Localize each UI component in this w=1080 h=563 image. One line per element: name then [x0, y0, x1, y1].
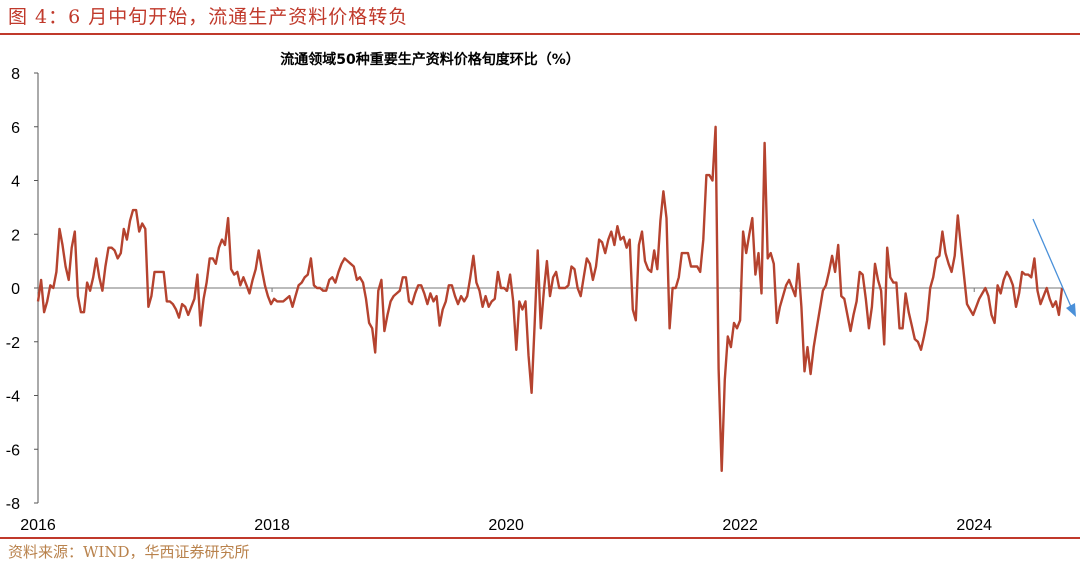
- line-chart: 流通领域50种重要生产资料价格旬度环比（%） 8 6 4 2 0 -2 -4 -6 -8 201…: [6, 51, 1076, 534]
- y-tick-label: -4: [6, 389, 20, 406]
- trend-arrow-head: [1066, 303, 1076, 317]
- chart-title: 流通领域50种重要生产资料价格旬度环比（%）: [280, 51, 580, 68]
- y-axis: 8 6 4 2 0 -2 -4 -6 -8: [6, 66, 39, 513]
- bottom-rule: [0, 537, 1080, 539]
- figure-title: 图 4：6 月中旬开始，流通生产资料价格转负: [8, 6, 409, 28]
- y-tick-label: 4: [11, 174, 20, 191]
- y-tick-label: 8: [11, 66, 20, 83]
- annotation-layer: [1032, 218, 1076, 317]
- x-tick-label: 2020: [488, 517, 524, 534]
- x-tick-label: 2018: [254, 517, 290, 534]
- y-tick-label: 0: [11, 281, 20, 298]
- y-tick-label: -6: [6, 442, 20, 459]
- y-tick-label: 2: [11, 227, 20, 244]
- x-tick-label: 2016: [20, 517, 56, 534]
- top-rule: [0, 33, 1080, 35]
- x-tick-label: 2022: [722, 517, 758, 534]
- series-layer: [36, 125, 1064, 472]
- trend-arrow-shaft: [1032, 218, 1073, 310]
- x-tick-label: 2024: [956, 517, 992, 534]
- y-tick-label: 6: [11, 120, 20, 137]
- series-line-0: [36, 125, 1064, 472]
- source-note: 资料来源：WIND，华西证券研究所: [8, 543, 250, 561]
- y-tick-label: -8: [6, 496, 20, 513]
- y-tick-label: -2: [6, 335, 20, 352]
